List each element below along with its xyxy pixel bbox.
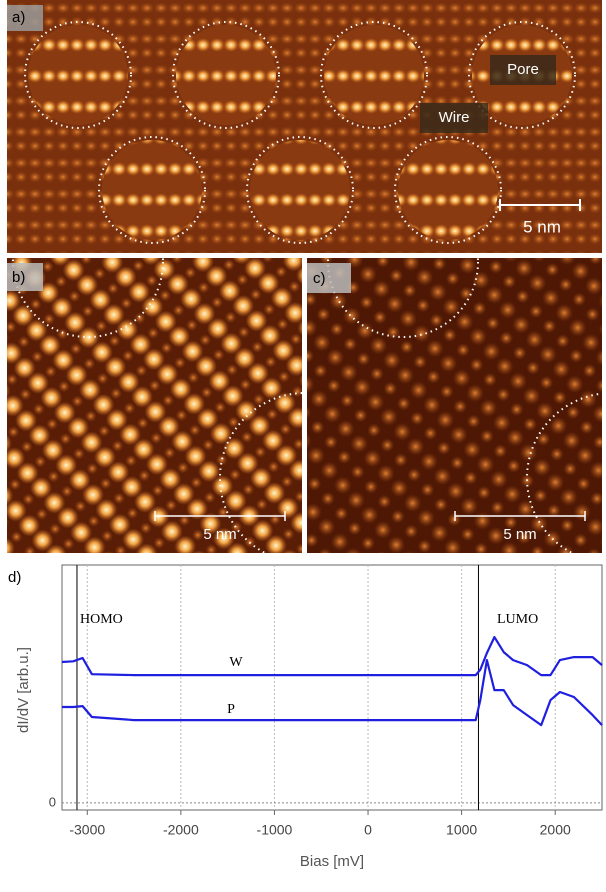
panel-c: c) 5 nm (307, 258, 602, 553)
plot-frame (61, 564, 603, 811)
annotation: LUMO (497, 612, 538, 627)
series-label: W (229, 655, 243, 670)
series-line (62, 659, 603, 727)
annotation: Wire (439, 109, 470, 126)
scale-bar-label: 5 nm (523, 217, 561, 236)
y-tick-label: 0 (49, 794, 56, 809)
y-axis-label: dI/dV [arb.u.] (15, 647, 32, 733)
x-tick-label: -1000 (257, 822, 293, 838)
x-tick-label: 0 (364, 822, 372, 838)
scale-bar-label: 5 nm (503, 526, 536, 543)
panel-label: a) (12, 9, 25, 26)
series-label: P (227, 702, 235, 717)
panel-a: a) Pore Wire 5 nm (7, 0, 602, 253)
scale-bar-label: 5 nm (203, 526, 236, 543)
annotation: Pore (507, 61, 539, 78)
panel-b: b) 5 nm (7, 258, 302, 553)
chart: d) Bias [mV] dI/dV [arb.u.] -3000 -2000 -1… (8, 564, 603, 870)
panel-label: d) (8, 569, 21, 586)
x-tick-label: 1000 (446, 822, 477, 838)
series-line (61, 636, 603, 677)
panel-label: b) (12, 269, 25, 286)
x-tick-label: -2000 (163, 822, 199, 838)
x-tick-label: 2000 (540, 822, 571, 838)
panel-label: c) (313, 270, 326, 287)
x-axis-label: Bias [mV] (300, 853, 364, 870)
x-tick-label: -3000 (69, 822, 105, 838)
annotation: HOMO (80, 612, 123, 627)
